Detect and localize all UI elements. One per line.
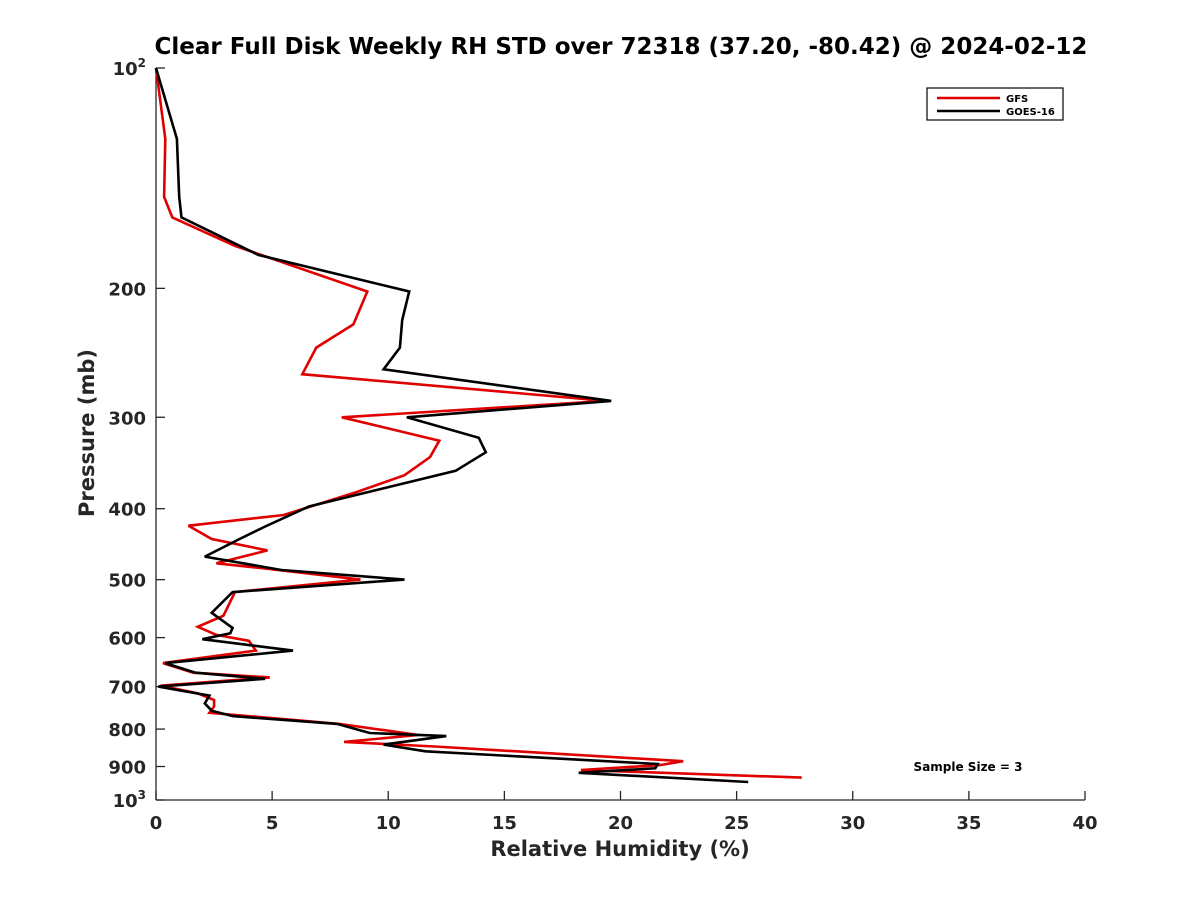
y-tick-label: 900 — [108, 758, 146, 779]
y-tick-label: 103 — [113, 788, 146, 812]
y-tick-label: 600 — [108, 629, 146, 650]
legend-label-goes-16: GOES-16 — [1006, 107, 1055, 118]
series-layer — [154, 67, 802, 784]
y-tick-label: 800 — [108, 720, 146, 741]
chart-title: Clear Full Disk Weekly RH STD over 72318… — [155, 34, 1088, 60]
sample-size-annotation: Sample Size = 3 — [914, 760, 1023, 774]
y-tick-label: 700 — [108, 678, 146, 699]
y-tick-label: 200 — [108, 279, 146, 300]
x-axis-label: Relative Humidity (%) — [490, 837, 749, 861]
x-tick-label: 20 — [608, 813, 633, 834]
x-tick-label: 0 — [150, 813, 163, 834]
x-tick-label: 35 — [956, 813, 981, 834]
y-axis-ticks: 102 200 300 400 500 600 700 800 900 103 — [108, 56, 165, 812]
x-tick-label: 25 — [724, 813, 749, 834]
plot-area — [155, 68, 1085, 801]
x-tick-label: 30 — [840, 813, 865, 834]
y-tick-label: 300 — [108, 408, 146, 429]
x-tick-label: 15 — [492, 813, 517, 834]
x-tick-label: 10 — [376, 813, 401, 834]
series-line-goes-16 — [154, 67, 749, 784]
x-axis-ticks: 0 5 10 15 20 25 30 35 40 — [150, 791, 1098, 834]
x-tick-label: 5 — [266, 813, 279, 834]
y-axis-label: Pressure (mb) — [75, 349, 99, 517]
series-line-gfs — [154, 67, 802, 779]
y-tick-label: 102 — [113, 56, 146, 80]
x-tick-label: 40 — [1072, 813, 1097, 834]
y-tick-label: 400 — [108, 500, 146, 521]
legend: GFS GOES-16 — [926, 87, 1064, 121]
legend-label-gfs: GFS — [1006, 94, 1028, 105]
y-tick-label: 500 — [108, 571, 146, 592]
legend-box — [926, 87, 1064, 121]
